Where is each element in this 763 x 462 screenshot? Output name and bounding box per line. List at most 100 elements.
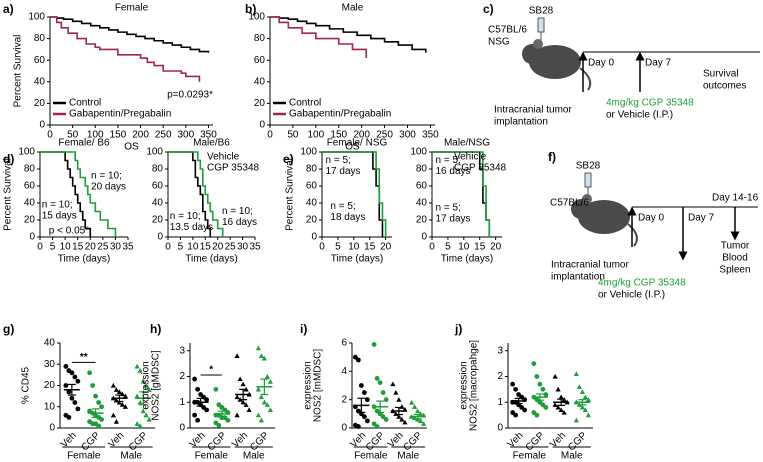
strain-label: NSG	[488, 37, 510, 48]
point	[113, 387, 119, 392]
mouse-tail	[627, 223, 638, 247]
panel-label: f)	[548, 150, 556, 164]
point	[140, 408, 146, 414]
x-tick-label: 250	[376, 130, 393, 141]
annotation: 16 days	[222, 217, 257, 228]
point	[99, 417, 105, 422]
point	[543, 392, 549, 397]
point	[531, 361, 537, 367]
y-tick-label: 40	[24, 198, 36, 209]
annotation: n = 10;	[222, 206, 253, 217]
x-axis-label: Time (days)	[185, 254, 237, 265]
group-label: Female	[513, 451, 547, 462]
point	[393, 389, 399, 395]
point	[204, 397, 210, 403]
y-tick-label: 60	[24, 181, 36, 192]
point	[258, 417, 264, 423]
x-tick-label: 300	[399, 130, 416, 141]
point	[63, 383, 69, 388]
survival-line	[270, 16, 427, 53]
point	[72, 400, 78, 405]
point	[383, 397, 389, 403]
point	[69, 370, 75, 376]
x-tick-label: 20	[490, 242, 502, 253]
group-label: Male	[243, 451, 265, 462]
panel-label: d)	[3, 152, 14, 166]
point	[380, 390, 386, 395]
annotation: p < 0.05*	[49, 226, 89, 237]
treatment-label: or Vehicle (I.P.)	[606, 110, 673, 121]
group-label: Male	[397, 451, 419, 462]
point	[234, 394, 240, 400]
point	[255, 412, 261, 418]
y-tick-label: 80	[34, 33, 46, 44]
point	[352, 354, 358, 360]
x-tick-label: 35	[122, 242, 134, 253]
y-tick-label: 0	[179, 423, 185, 434]
point	[216, 423, 222, 428]
x-tick-label: 10	[458, 242, 470, 253]
point	[582, 407, 588, 413]
point	[552, 402, 558, 407]
x-tick-label: 250	[155, 130, 172, 141]
y-tick-label: 100	[18, 147, 35, 158]
point	[371, 421, 377, 427]
annotation: 15 days	[42, 210, 77, 221]
point	[364, 397, 370, 403]
point	[192, 376, 198, 382]
legend-label: Control	[69, 98, 101, 109]
x-tick-label: 200	[353, 130, 370, 141]
point	[195, 417, 201, 423]
group-label: Male	[120, 451, 142, 462]
x-axis-label: Time (days)	[441, 254, 493, 265]
point	[258, 353, 264, 358]
point	[90, 383, 96, 388]
point	[110, 412, 116, 418]
mouse-head	[571, 199, 591, 219]
outcome-label: Blood	[722, 253, 748, 264]
y-axis-label: NOS2 [macropahge]	[469, 340, 480, 431]
y-tick-label: 0	[497, 423, 503, 434]
point	[390, 381, 396, 387]
y-tick-label: 80	[24, 164, 36, 175]
y-tick-label: 60	[152, 181, 164, 192]
y-tick-label: 0	[421, 232, 427, 243]
point	[143, 382, 149, 388]
point	[234, 353, 240, 358]
x-tick-label: 10	[348, 242, 360, 253]
point	[146, 416, 152, 422]
x-axis-label: Time (days)	[58, 254, 110, 265]
group-label: Female	[354, 451, 388, 462]
x-tick-label: 20	[85, 242, 97, 253]
annotation: n = 5;	[436, 203, 461, 214]
y-tick-label: 0	[49, 423, 55, 434]
point	[234, 412, 240, 418]
point	[69, 395, 75, 401]
mouse-head	[522, 44, 542, 64]
point	[402, 419, 408, 425]
chart-title: Female/ NSG	[327, 138, 388, 149]
point	[66, 414, 72, 420]
panel-label: a)	[3, 2, 14, 16]
group-label: Female	[67, 451, 101, 462]
point	[543, 404, 549, 410]
point	[522, 407, 528, 413]
point	[573, 371, 579, 376]
x-tick-label: 50	[67, 130, 79, 141]
x-tick-label: 15	[200, 242, 212, 253]
point	[358, 383, 364, 388]
point	[137, 368, 143, 373]
point	[204, 407, 210, 413]
annotation: 20 days	[91, 181, 126, 192]
x-tick-label: 20	[212, 242, 224, 253]
annotation: n = 10;	[91, 170, 122, 181]
x-tick-label: 30	[237, 242, 249, 253]
x-tick-label: 0	[429, 242, 435, 253]
x-tick-label: 5	[50, 242, 56, 253]
y-tick-label: 60	[254, 55, 266, 66]
annotation: n = 10;	[170, 211, 201, 222]
point	[555, 404, 561, 410]
x-tick-label: 150	[330, 130, 347, 141]
